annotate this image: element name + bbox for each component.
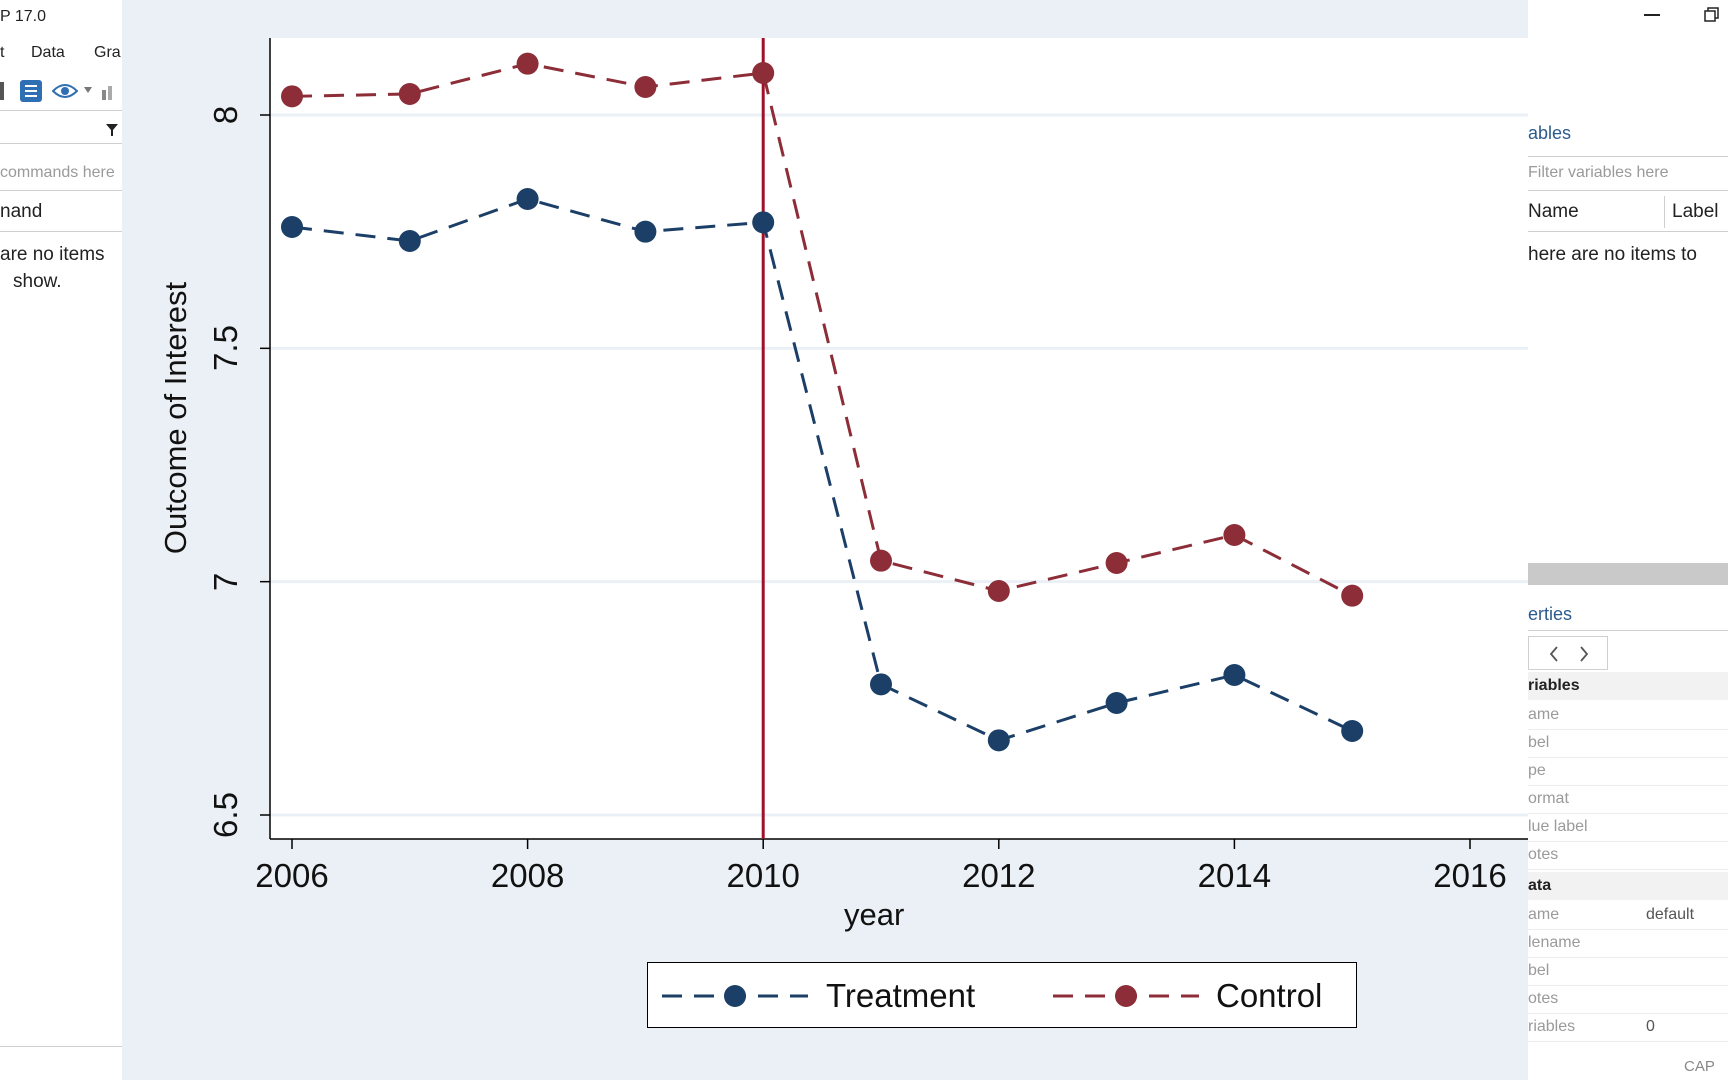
plot-region: [270, 38, 1528, 839]
series-line-treatment: [291, 197, 1353, 742]
variables-header: ables: [1528, 123, 1572, 143]
legend-label-control: Control: [1216, 977, 1323, 1014]
property-row[interactable]: ame default: [1528, 901, 1728, 930]
property-row[interactable]: otes: [1528, 841, 1728, 870]
property-row[interactable]: pe: [1528, 757, 1728, 786]
toolbar-partial-icon[interactable]: [0, 82, 4, 100]
log-icon[interactable]: [20, 80, 42, 102]
property-row[interactable]: riables 0: [1528, 1013, 1728, 1042]
column-header-name[interactable]: Name: [1528, 201, 1579, 222]
data-point-control: [870, 549, 892, 572]
graph-window: year Outcome of Interest 2006 2008 2010 201…: [122, 0, 1528, 1080]
property-row[interactable]: otes: [1528, 985, 1728, 1014]
property-row[interactable]: bel: [1528, 729, 1728, 758]
graph-icon[interactable]: [102, 84, 118, 100]
data-point-treatment: [634, 220, 657, 243]
x-axis-title: year: [844, 897, 905, 932]
variables-filter-input[interactable]: Filter variables here: [1528, 164, 1669, 181]
filter-icon[interactable]: [106, 124, 118, 136]
legend-marker-treatment: [662, 985, 808, 1007]
viewer-eye-icon[interactable]: [52, 82, 78, 100]
minimize-icon[interactable]: [1644, 14, 1660, 17]
variables-empty-message: here are no items to: [1528, 244, 1697, 265]
data-point-treatment: [870, 673, 892, 696]
data-point-treatment: [987, 729, 1010, 752]
y-tick-label: 6.5: [207, 792, 244, 838]
data-point-control: [398, 83, 421, 105]
restore-icon[interactable]: [1704, 7, 1720, 23]
x-tick-label: 2014: [1197, 857, 1272, 894]
data-point-treatment: [281, 216, 303, 238]
menu-item-graphics[interactable]: Gra: [94, 44, 121, 61]
property-row[interactable]: lue label: [1528, 813, 1728, 842]
x-tick-label: 2006: [255, 857, 329, 894]
data-point-control: [1105, 552, 1128, 574]
y-tick-label: 8: [207, 105, 244, 125]
data-point-control: [634, 76, 657, 98]
data-point-control: [752, 62, 775, 84]
column-header-label[interactable]: Label: [1672, 201, 1719, 222]
chart-legend: Treatment Control: [647, 962, 1357, 1028]
properties-section-data[interactable]: ata: [1528, 872, 1728, 900]
legend-marker-control: [1053, 985, 1199, 1007]
data-point-control: [1223, 524, 1246, 546]
property-row[interactable]: ame: [1528, 701, 1728, 730]
series-line-control: [291, 62, 1353, 598]
y-axis-title: Outcome of Interest: [158, 281, 193, 555]
x-tick-label: 2012: [962, 857, 1036, 894]
property-row[interactable]: bel: [1528, 957, 1728, 986]
properties-nav: [1528, 636, 1608, 670]
data-point-treatment: [1223, 664, 1246, 686]
splitter-bar[interactable]: [1528, 563, 1728, 585]
command-filter-input[interactable]: commands here: [0, 164, 115, 181]
data-point-treatment: [398, 230, 421, 252]
x-tick-label: 2008: [490, 857, 565, 894]
empty-message-line1: are no items: [0, 244, 105, 265]
chevron-down-icon[interactable]: [84, 87, 92, 93]
legend-label-treatment: Treatment: [826, 977, 976, 1014]
y-tick-label: 7: [207, 572, 244, 591]
data-point-treatment: [1341, 720, 1364, 742]
y-tick-label: 7.5: [207, 325, 244, 372]
caps-lock-status: CAP: [1684, 1058, 1715, 1075]
property-row[interactable]: lename: [1528, 929, 1728, 958]
data-point-treatment: [752, 211, 775, 234]
data-point-control: [1341, 584, 1364, 607]
data-point-control: [516, 52, 539, 75]
empty-message-line2: show.: [13, 271, 62, 292]
menu-item-data[interactable]: Data: [31, 44, 65, 61]
command-column-header[interactable]: nand: [0, 201, 43, 222]
data-point-treatment: [1105, 692, 1128, 714]
property-row[interactable]: ormat: [1528, 785, 1728, 814]
data-point-control: [281, 85, 303, 108]
chevron-left-icon[interactable]: [1549, 646, 1559, 662]
line-chart: [260, 38, 1528, 849]
properties-header: erties: [1528, 604, 1573, 624]
data-point-treatment: [516, 188, 539, 210]
app-title: P 17.0: [0, 8, 46, 25]
chevron-right-icon[interactable]: [1579, 646, 1589, 662]
variables-properties-window: ables Filter variables here Name Label h…: [1528, 0, 1728, 1080]
menu-item-edit[interactable]: t: [0, 44, 5, 61]
x-tick-label: 2016: [1433, 857, 1507, 894]
properties-section-variables[interactable]: riables: [1528, 672, 1728, 700]
x-tick-label: 2010: [726, 857, 800, 894]
command-window: P 17.0 t Data Gra commands here nand are…: [0, 0, 122, 1080]
data-point-control: [987, 580, 1010, 602]
